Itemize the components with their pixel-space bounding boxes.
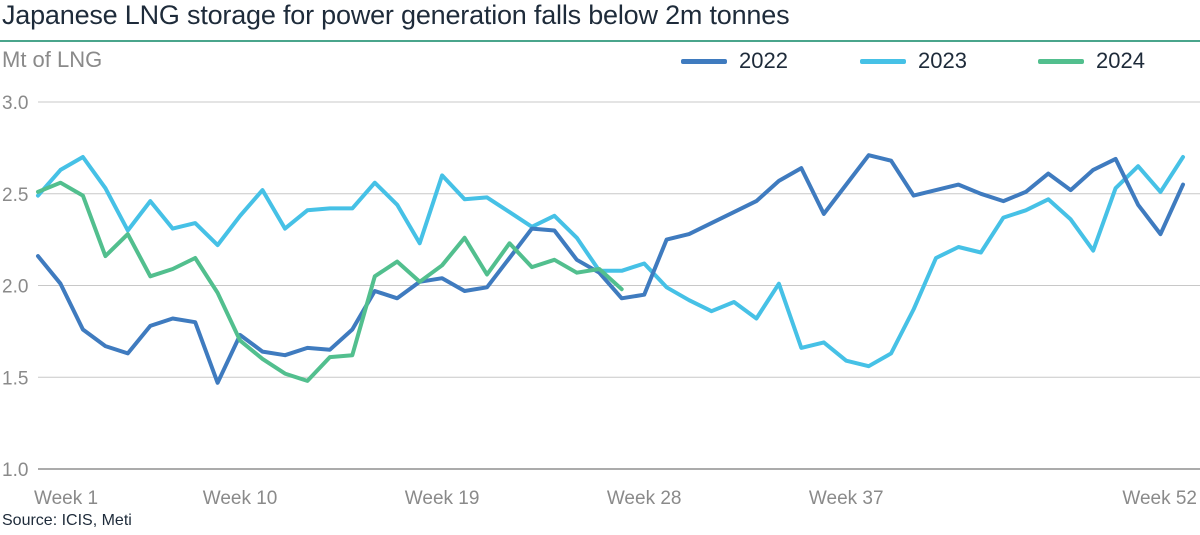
series-line-2024 [36, 180, 624, 383]
x-tick-label: Week 28 [607, 488, 682, 509]
y-tick-label: 3.0 [2, 93, 28, 114]
x-tick-label: Week 37 [809, 488, 884, 509]
y-tick-label: 2.0 [2, 277, 28, 298]
y-tick-label: 1.0 [2, 460, 28, 481]
y-tick-labels: 1.0 1.5 2.0 2.5 3.0 [2, 93, 28, 481]
legend-swatch-2023 [860, 58, 906, 64]
legend-item-2022: 2022 [681, 47, 788, 75]
x-tick-labels: Week 1 Week 10 Week 19 Week 28 Week 37 Week 5… [34, 488, 1197, 509]
source-note: Source: ICIS, Meti [2, 512, 132, 529]
legend-item-2024: 2024 [1038, 47, 1145, 75]
x-tick-label: Week 10 [203, 488, 278, 509]
x-tick-label: Week 19 [405, 488, 480, 509]
y-tick-label: 1.5 [2, 368, 28, 389]
x-tick-label: Week 1 [34, 488, 98, 509]
title-rule [0, 40, 1200, 42]
chart-title: Japanese LNG storage for power generatio… [2, 0, 790, 30]
legend-label-2024: 2024 [1096, 48, 1145, 73]
legend-item-2023: 2023 [860, 47, 967, 75]
series-lines [36, 153, 1185, 385]
x-tick-label: Week 52 [1122, 488, 1197, 509]
legend-swatch-2022 [681, 58, 727, 64]
y-axis-label: Mt of LNG [2, 47, 103, 72]
y-tick-label: 2.5 [2, 185, 28, 206]
legend-label-2023: 2023 [918, 48, 967, 73]
legend-label-2022: 2022 [739, 48, 788, 73]
series-line-2022 [36, 153, 1185, 385]
legend-swatch-2024 [1038, 58, 1084, 64]
series-line-2023 [36, 155, 1185, 369]
